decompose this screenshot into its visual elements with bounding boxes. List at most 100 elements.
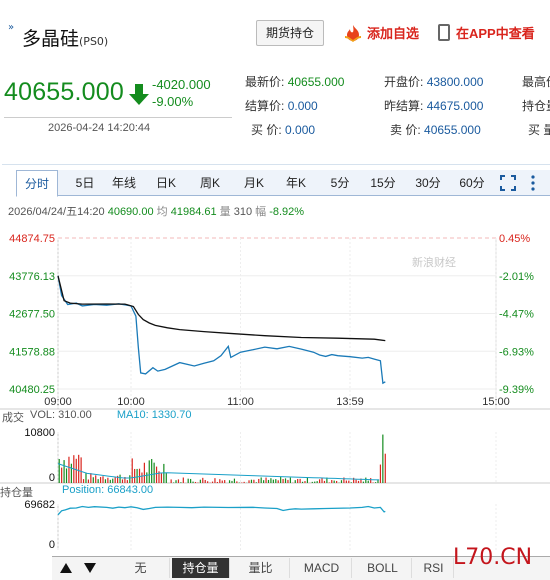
field-open: 开盘价: 43800.000 [384, 75, 484, 89]
y-tick-right-2: -4.47% [499, 309, 534, 321]
pos-y-tick-bottom: 0 [49, 539, 55, 551]
tab-8[interactable]: 15分 [370, 176, 396, 190]
open-in-app-link[interactable]: 在APP中查看 [438, 24, 535, 43]
volume-bar [367, 480, 369, 483]
indicator-tab-4[interactable]: BOLL [354, 558, 412, 578]
tab-6[interactable]: 年K [285, 176, 306, 190]
volume-bar [197, 482, 199, 483]
volume-bar [236, 481, 238, 483]
volume-bar [306, 477, 309, 483]
volume-bar [318, 479, 321, 483]
volume-bar [287, 479, 289, 483]
volume-bar [70, 463, 72, 483]
volume-bar [163, 463, 165, 483]
volume-bar [82, 479, 85, 483]
volume-bar [211, 481, 214, 483]
more-options-icon[interactable] [530, 174, 536, 192]
instrument-name: » 多晶硅(PS0) [8, 22, 109, 50]
volume-bar [272, 479, 274, 483]
volume-bar [224, 480, 226, 483]
volume-bar [219, 479, 221, 483]
indicator-tab-1[interactable]: 持仓量 [172, 558, 230, 578]
x-tick-1: 10:00 [117, 396, 145, 408]
tab-10[interactable]: 60分 [459, 176, 485, 190]
intraday-chart[interactable]: 44874.75 0.45% 43776.13 -2.01% 42677.50 -4.47… [0, 224, 550, 556]
volume-bar [265, 477, 267, 483]
volume-bar [124, 477, 126, 483]
volume-bar [194, 481, 197, 483]
volume-bar [172, 482, 175, 483]
tab-9[interactable]: 30分 [415, 176, 441, 190]
volume-bar [75, 458, 77, 483]
volume-bar [304, 481, 306, 483]
volume-bar [357, 480, 360, 483]
indicator-tab-5[interactable]: RSI [414, 558, 454, 578]
volume-bar [192, 481, 194, 483]
volume-bar [301, 481, 304, 483]
volume-bar [284, 478, 287, 483]
tab-7[interactable]: 5分 [330, 176, 350, 190]
volume-bar [345, 480, 347, 483]
volume-bar [170, 479, 172, 483]
volume-bar [372, 482, 374, 483]
add-favorite-link[interactable]: 添加自选 [343, 24, 419, 44]
quote-header: » 多晶硅(PS0) 期货持仓 添加自选 在APP中查看 [0, 0, 550, 60]
tab-3[interactable]: 日K [155, 176, 176, 190]
vol-y-tick-top: 10800 [24, 427, 55, 439]
volume-header: 成交 VOL: 310.00 MA10: 1330.70 [2, 409, 192, 424]
cursor-info-line: 2026/04/24/五14:20 40690.00 均 41984.61 量 … [8, 206, 305, 218]
volume-bar [231, 480, 233, 483]
tab-5[interactable]: 月K [243, 176, 264, 190]
volume-bar [321, 477, 323, 483]
volume-bar [99, 477, 102, 483]
volume-bar [360, 478, 362, 483]
down-arrow-icon [129, 84, 149, 105]
volume-bar [119, 474, 121, 483]
volume-bar [297, 478, 299, 483]
scroll-up-icon[interactable] [58, 560, 74, 576]
volume-bar [355, 479, 357, 483]
scroll-down-icon[interactable] [82, 560, 98, 576]
volume-bar [138, 468, 141, 483]
field-bid: 买 价: 0.000 [251, 123, 316, 137]
volume-bar [255, 482, 257, 483]
volume-bar [253, 479, 255, 483]
tab-1[interactable]: 5日 [75, 176, 95, 190]
tab-2[interactable]: 年线 [111, 176, 136, 190]
last-price: 40655.000 [4, 78, 124, 106]
price-line [57, 275, 386, 385]
field-settle: 结算价: 0.000 [245, 99, 318, 113]
field-latest: 最新价: 40655.000 [245, 75, 345, 89]
y-tick-left-4: 40480.25 [9, 384, 55, 396]
futures-holdings-button[interactable]: 期货持仓 [256, 20, 324, 46]
volume-bar [277, 480, 279, 483]
period-tabs: 分时 5日 年线 日K 周K 月K 年K 5分 15分 30分 60分 [16, 170, 550, 197]
flame-icon [345, 25, 361, 42]
indicator-tab-0[interactable]: 无 [112, 558, 170, 578]
volume-bar [155, 466, 158, 483]
volume-bar [148, 460, 150, 483]
x-tick-2: 11:00 [227, 396, 254, 408]
volume-bar [258, 478, 260, 483]
volume-bar [370, 478, 372, 483]
indicator-tab-2[interactable]: 量比 [232, 558, 290, 578]
tab-4[interactable]: 周K [199, 176, 220, 190]
tab-0[interactable]: 分时 [16, 170, 58, 197]
volume-bar [160, 473, 163, 483]
volume-bar [326, 477, 328, 483]
indicator-tab-3[interactable]: MACD [292, 558, 352, 578]
volume-bar [270, 478, 272, 483]
volume-bar [97, 479, 99, 483]
pos-y-tick-top: 69682 [24, 499, 55, 511]
volume-bar [114, 476, 116, 483]
y-tick-right-1: -2.01% [499, 271, 534, 283]
volume-bar [289, 477, 291, 483]
volume-bar [328, 482, 330, 483]
fullscreen-icon[interactable] [500, 175, 516, 191]
volume-bar [350, 482, 352, 483]
volume-bar [260, 477, 262, 483]
volume-bar [282, 479, 284, 483]
volume-bar [299, 478, 301, 483]
volume-bar [102, 476, 104, 483]
y-tick-left-1: 43776.13 [9, 271, 55, 283]
